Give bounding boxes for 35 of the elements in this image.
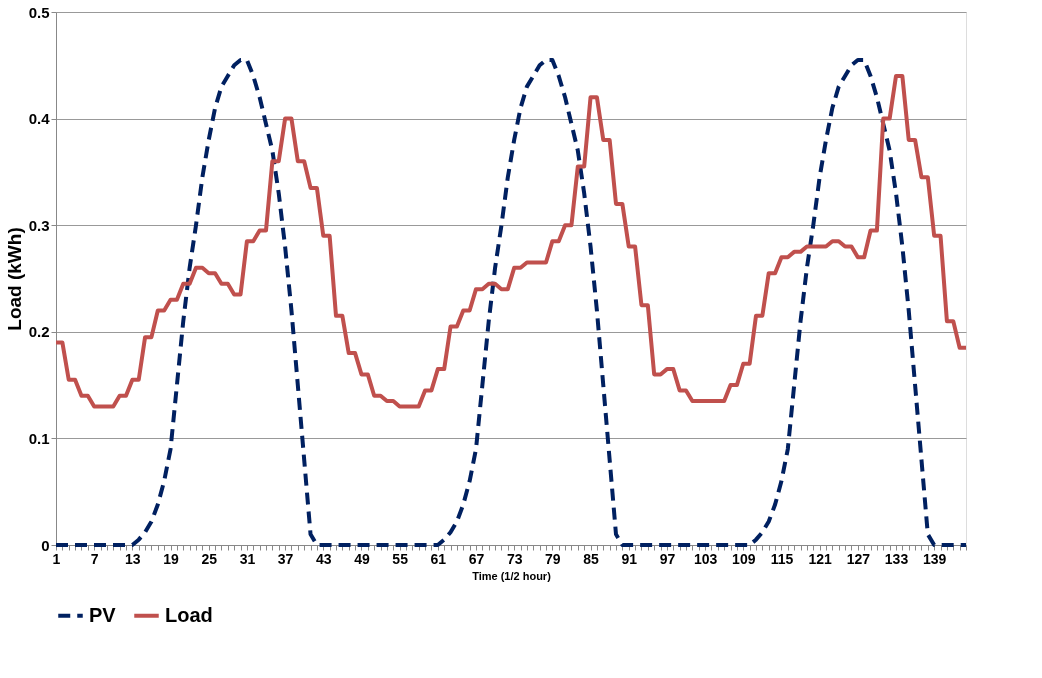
x-tick-label: 25	[201, 550, 218, 567]
x-tick-label: 91	[621, 550, 638, 567]
x-tick-label: 67	[468, 550, 485, 567]
legend-label: Load	[165, 603, 213, 626]
x-tick-label: 127	[846, 550, 871, 567]
y-axis-title: Load (kWh)	[3, 227, 25, 331]
x-tick-label: 73	[506, 550, 523, 567]
x-tick-label: 115	[770, 550, 794, 567]
y-tick-label: 0	[41, 536, 50, 554]
x-axis-title: Time (1/2 hour)	[472, 569, 552, 582]
x-tick-label: 85	[583, 550, 600, 567]
y-tick-label: 0.5	[28, 3, 50, 21]
x-tick-label: 49	[354, 550, 370, 567]
y-tick-label: 0.4	[28, 110, 51, 128]
x-tick-label: 133	[884, 550, 909, 567]
x-tick-label: 7	[90, 550, 99, 567]
y-tick-label: 0.2	[28, 323, 50, 341]
line-series	[54, 73, 968, 409]
y-tick-label: 0.1	[28, 429, 50, 447]
x-tick-label: 55	[392, 550, 409, 567]
x-tick-label: 79	[545, 550, 561, 567]
x-tick-label: 109	[732, 550, 756, 567]
y-tick-label: 0.3	[28, 216, 50, 234]
x-tick-label: 13	[125, 550, 141, 567]
x-tick-label: 19	[163, 550, 180, 567]
x-tick-label: 97	[659, 550, 676, 567]
x-tick-label: 31	[239, 550, 256, 567]
x-tick-label: 121	[808, 550, 833, 567]
x-tick-label: 1	[52, 550, 61, 567]
legend-label: PV	[89, 603, 117, 626]
x-tick-label: 43	[315, 550, 332, 567]
x-tick-label: 61	[430, 550, 447, 567]
x-tick-label: 103	[693, 550, 718, 567]
x-tick-label: 37	[277, 550, 294, 567]
x-tick-label: 139	[923, 550, 947, 567]
